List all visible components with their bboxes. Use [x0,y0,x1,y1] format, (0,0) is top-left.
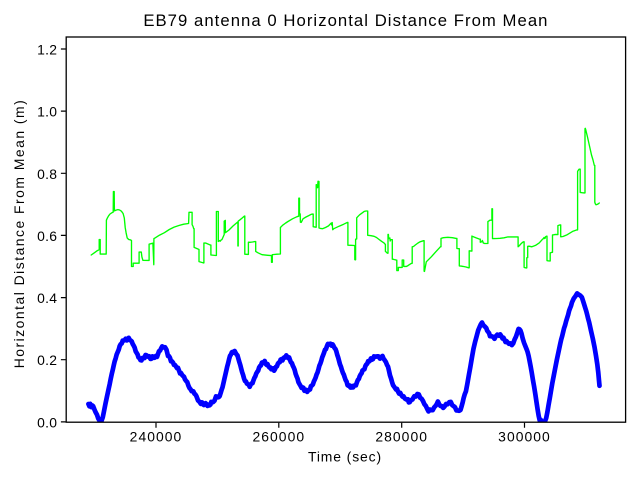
svg-text:EB79 antenna 0 Horizontal Dist: EB79 antenna 0 Horizontal Distance From … [143,11,548,30]
svg-text:300000: 300000 [498,429,551,445]
svg-text:280000: 280000 [375,429,428,445]
svg-text:0.8: 0.8 [37,166,57,182]
svg-text:Time (sec): Time (sec) [308,448,382,464]
svg-text:260000: 260000 [252,429,305,445]
svg-text:0.2: 0.2 [37,352,57,368]
svg-text:1.2: 1.2 [37,42,57,58]
svg-text:0.6: 0.6 [37,228,57,244]
svg-text:0.0: 0.0 [37,414,57,430]
svg-text:240000: 240000 [130,429,183,445]
svg-text:1.0: 1.0 [37,104,57,120]
svg-text:0.4: 0.4 [37,290,57,306]
svg-text:Horizontal Distance From Mean: Horizontal Distance From Mean (m) [11,99,27,369]
